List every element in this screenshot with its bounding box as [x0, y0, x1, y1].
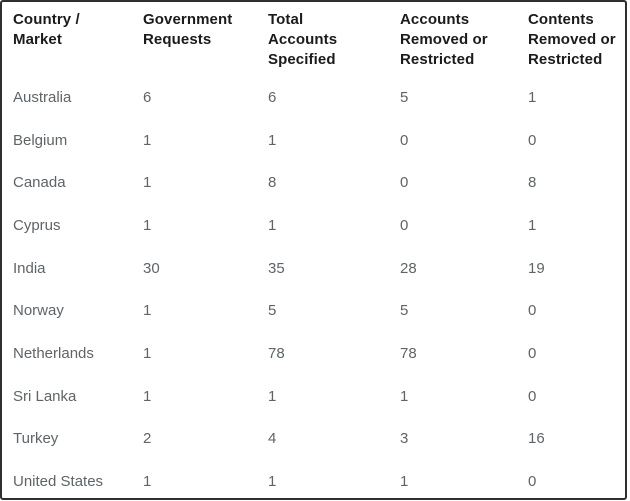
- value-cell: 0: [528, 131, 537, 149]
- value-cell: 8: [268, 174, 277, 192]
- value-cell: 5: [268, 302, 277, 320]
- value-cell: 19: [528, 259, 545, 277]
- country-cell: Netherlands: [13, 344, 94, 362]
- table-row: Belgium 1 1 0 0: [2, 119, 625, 162]
- table-row: Turkey 2 4 3 16: [2, 418, 625, 461]
- value-cell: 4: [268, 430, 277, 448]
- value-cell: 0: [528, 302, 537, 320]
- value-cell: 1: [143, 174, 152, 192]
- table-row: Canada 1 8 0 8: [2, 161, 625, 204]
- value-cell: 16: [528, 430, 545, 448]
- value-cell: 0: [528, 473, 537, 491]
- value-cell: 1: [268, 216, 277, 234]
- column-header: Accounts Removed or Restricted: [400, 11, 488, 68]
- value-cell: 1: [528, 88, 537, 106]
- column-header: Contents Removed or Restricted: [528, 11, 616, 68]
- table-row: Netherlands 1 78 78 0: [2, 332, 625, 375]
- value-cell: 1: [143, 344, 152, 362]
- value-cell: 1: [400, 473, 409, 491]
- table-row: Sri Lanka 1 1 1 0: [2, 375, 625, 418]
- value-cell: 1: [143, 473, 152, 491]
- column-header: Government Requests: [143, 11, 233, 48]
- table-row: United States 1 1 1 0: [2, 460, 625, 498]
- table-row: Norway 1 5 5 0: [2, 289, 625, 332]
- country-cell: Turkey: [13, 430, 59, 448]
- value-cell: 0: [528, 387, 537, 405]
- value-cell: 6: [268, 88, 277, 106]
- value-cell: 1: [143, 216, 152, 234]
- table-row: Australia 6 6 5 1: [2, 76, 625, 119]
- value-cell: 78: [268, 344, 285, 362]
- country-cell: Canada: [13, 174, 66, 192]
- value-cell: 5: [400, 88, 409, 106]
- country-cell: Belgium: [13, 131, 68, 149]
- table-header-row: Country / Market Government Requests Total…: [2, 2, 625, 76]
- value-cell: 1: [268, 387, 277, 405]
- column-header: Country / Market: [13, 11, 80, 48]
- value-cell: 5: [400, 302, 409, 320]
- value-cell: 0: [400, 131, 409, 149]
- value-cell: 0: [400, 216, 409, 234]
- value-cell: 1: [143, 131, 152, 149]
- country-cell: Australia: [13, 88, 72, 106]
- value-cell: 1: [268, 131, 277, 149]
- country-cell: Cyprus: [13, 216, 61, 234]
- value-cell: 3: [400, 430, 409, 448]
- value-cell: 1: [528, 216, 537, 234]
- value-cell: 1: [143, 302, 152, 320]
- value-cell: 6: [143, 88, 152, 106]
- table-row: India 30 35 28 19: [2, 247, 625, 290]
- value-cell: 1: [268, 473, 277, 491]
- country-cell: United States: [13, 473, 104, 491]
- value-cell: 30: [143, 259, 160, 277]
- country-cell: India: [13, 259, 46, 277]
- table-row: Cyprus 1 1 0 1: [2, 204, 625, 247]
- value-cell: 0: [528, 344, 537, 362]
- value-cell: 8: [528, 174, 537, 192]
- value-cell: 0: [400, 174, 409, 192]
- value-cell: 35: [268, 259, 285, 277]
- column-header: Total Accounts Specified: [268, 11, 338, 68]
- value-cell: 1: [400, 387, 409, 405]
- country-cell: Norway: [13, 302, 64, 320]
- value-cell: 2: [143, 430, 152, 448]
- value-cell: 1: [143, 387, 152, 405]
- country-cell: Sri Lanka: [13, 387, 77, 405]
- table-body: Australia 6 6 5 1 Belgium 1 1 0 0 Canada 1 8 0 8 Cyprus…: [2, 76, 625, 498]
- value-cell: 28: [400, 259, 417, 277]
- value-cell: 78: [400, 344, 417, 362]
